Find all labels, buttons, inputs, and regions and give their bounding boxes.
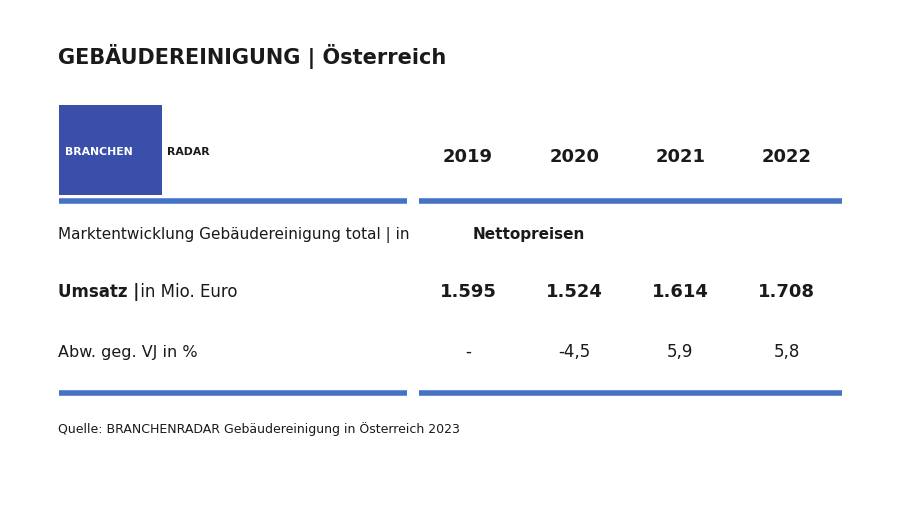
Text: 2021: 2021 (655, 148, 706, 166)
Text: 2020: 2020 (549, 148, 599, 166)
Text: BRANCHEN: BRANCHEN (65, 147, 132, 157)
Text: 1.595: 1.595 (439, 283, 497, 301)
Text: Umsatz |: Umsatz | (58, 283, 140, 301)
Text: 1.524: 1.524 (545, 283, 603, 301)
Text: 5,8: 5,8 (773, 343, 800, 361)
Text: 2019: 2019 (443, 148, 493, 166)
Text: in Mio. Euro: in Mio. Euro (135, 283, 238, 301)
Text: 5,9: 5,9 (667, 343, 694, 361)
Text: 1.708: 1.708 (758, 283, 815, 301)
Text: GEBÄUDEREINIGUNG | Österreich: GEBÄUDEREINIGUNG | Österreich (58, 44, 446, 69)
Text: Abw. geg. VJ in %: Abw. geg. VJ in % (58, 344, 198, 360)
Text: Quelle: BRANCHENRADAR Gebäudereinigung in Österreich 2023: Quelle: BRANCHENRADAR Gebäudereinigung i… (58, 422, 461, 436)
Text: 1.614: 1.614 (652, 283, 709, 301)
Text: 2022: 2022 (761, 148, 812, 166)
Text: -4,5: -4,5 (558, 343, 590, 361)
Text: Nettopreisen: Nettopreisen (472, 227, 585, 243)
Text: -: - (465, 343, 471, 361)
Text: Marktentwicklung Gebäudereinigung total | in: Marktentwicklung Gebäudereinigung total … (58, 227, 415, 243)
Text: RADAR: RADAR (166, 147, 209, 157)
